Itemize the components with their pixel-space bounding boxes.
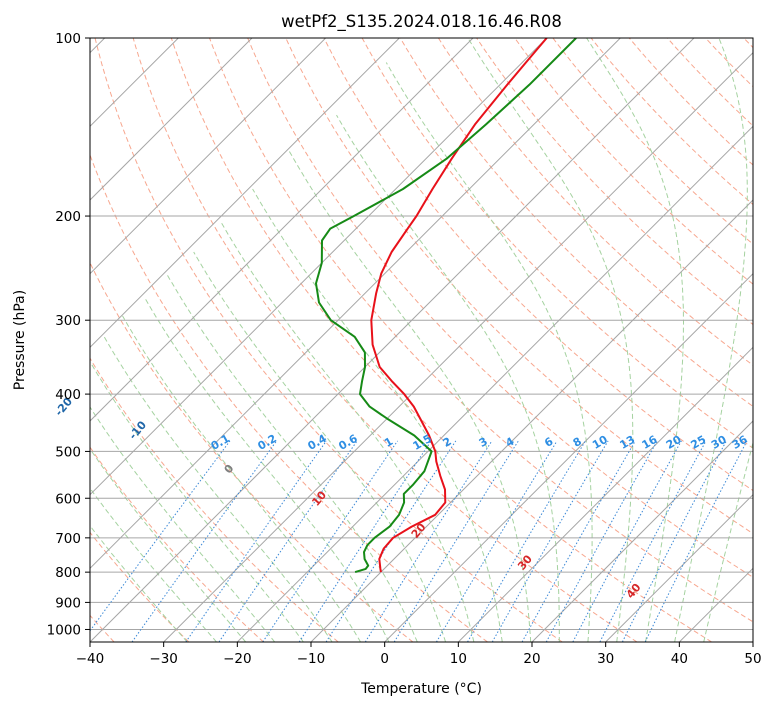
moist-adiabat: [220, 222, 475, 642]
temperature-line: [370, 38, 548, 573]
background-lines: [90, 38, 753, 642]
dry-adiabat: [170, 38, 712, 642]
dry-adiabat: [94, 38, 563, 642]
isotherm: [163, 51, 753, 642]
mixing-ratio-line: [262, 440, 399, 642]
isotherm: [90, 38, 327, 275]
x-tick-label: −40: [76, 651, 105, 667]
x-tick-label: −30: [149, 651, 178, 667]
y-axis-ticks: 100 200 300 400 500 600 700 800 900 1000: [47, 31, 90, 638]
mixing-ratio-line: [599, 440, 707, 642]
mixing-ratio-line: [325, 440, 457, 642]
moist-adiabat: [336, 114, 560, 642]
moist-adiabat: [103, 336, 333, 642]
x-tick-label: −10: [297, 651, 326, 667]
y-tick-label: 100: [55, 31, 81, 47]
dry-adiabat: [247, 38, 753, 578]
mixing-ratio-line: [572, 440, 682, 642]
isotherm: [90, 38, 548, 496]
y-axis-label: Pressure (hPa): [12, 290, 28, 390]
mixing-ratio-line: [435, 440, 558, 642]
dry-adiabat: [552, 38, 753, 245]
dry-adiabat: [90, 531, 190, 642]
mixing-ratio-line: [218, 440, 358, 642]
moist-adiabat: [90, 406, 276, 642]
moist-adiabat: [385, 62, 593, 642]
y-tick-label: 200: [55, 209, 81, 225]
moist-adiabat: [674, 38, 748, 642]
moist-adiabat: [703, 440, 753, 642]
isotherm: [384, 272, 753, 642]
mixing-ratio-line: [467, 440, 586, 642]
y-tick-label: 800: [55, 565, 81, 581]
isotherm: [531, 420, 753, 642]
y-tick-label: 600: [55, 491, 81, 507]
isotherm: [236, 125, 753, 642]
dry-adiabat: [132, 38, 638, 642]
moist-adiabat: [586, 38, 684, 642]
moist-adiabat: [193, 251, 447, 642]
x-tick-label: 30: [597, 651, 614, 667]
mixing-ratio-line: [545, 440, 658, 642]
profile-lines: [315, 38, 577, 574]
isotherm: [310, 199, 753, 642]
moist-adiabat: [144, 297, 390, 642]
isotherm: [457, 346, 753, 642]
moist-adiabat: [467, 38, 634, 642]
isotherm: [90, 38, 621, 570]
plot-frame: [89, 37, 754, 643]
x-tick-label: 50: [744, 651, 761, 667]
dry-adiabat: [209, 38, 753, 623]
moist-adiabat: [90, 487, 217, 642]
mixing-ratio-line: [621, 440, 727, 642]
dry-adiabat: [399, 38, 753, 408]
x-tick-label: 40: [671, 651, 688, 667]
dry-adiabat: [323, 38, 753, 492]
y-tick-label: 400: [55, 387, 81, 403]
mixing-ratio-line: [131, 440, 278, 642]
chart-title: wetPf2_S135.2024.018.16.46.R08: [281, 12, 562, 32]
isotherm: [90, 38, 253, 201]
dry-adiabat: [285, 38, 753, 535]
x-tick-label: 0: [380, 651, 389, 667]
x-tick-label: 10: [450, 651, 467, 667]
dry-adiabat: [476, 38, 753, 326]
isotherm: [90, 38, 474, 422]
isotherm: [90, 38, 695, 642]
dry-adiabat: [437, 38, 753, 366]
y-tick-label: 700: [55, 531, 81, 547]
x-axis-label: Temperature (°C): [360, 681, 482, 697]
x-tick-label: −20: [223, 651, 252, 667]
x-tick-label: 20: [523, 651, 540, 667]
moist-adiabat: [90, 524, 188, 642]
mixing-ratio-line: [364, 440, 493, 642]
y-tick-label: 1000: [47, 622, 81, 638]
moist-adiabat: [165, 273, 418, 642]
dry-adiabat: [590, 38, 753, 206]
y-tick-label: 500: [55, 444, 81, 460]
mixing-ratio-line: [298, 440, 432, 642]
dewpoint-line: [315, 38, 577, 574]
mixing-ratio-line: [393, 440, 519, 642]
y-tick-label: 900: [55, 595, 81, 611]
dry-adiabat: [90, 357, 339, 642]
y-tick-label: 300: [55, 313, 81, 329]
isotherm: [90, 38, 400, 349]
dry-adiabat: [90, 153, 488, 642]
isotherm: [605, 493, 753, 642]
mixing-ratio-line: [185, 440, 327, 642]
x-axis-ticks: −40 −30 −20 −10 0 10 20 30 40 50: [76, 642, 762, 667]
dry-adiabat: [90, 261, 414, 642]
